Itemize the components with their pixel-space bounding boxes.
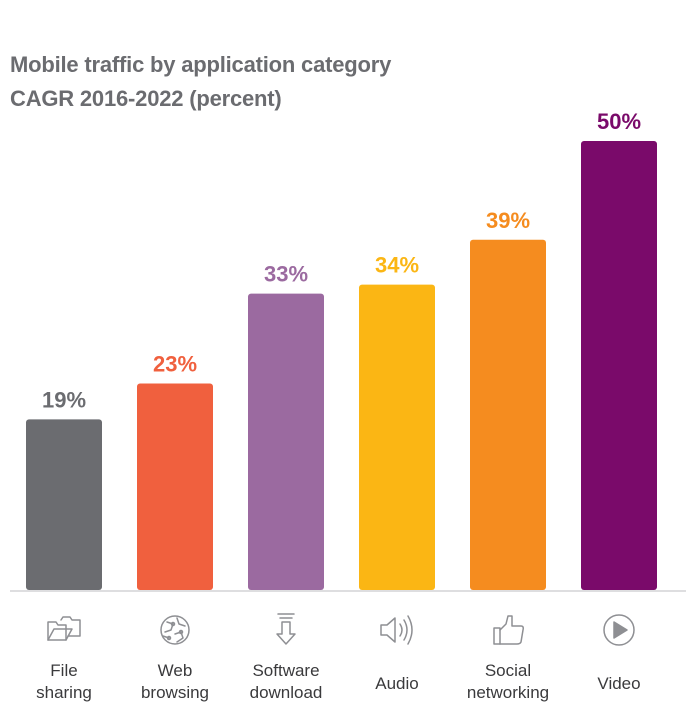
value-label-1: 23% [153,351,197,376]
speaker-icon [380,615,413,645]
download-icon [276,613,296,645]
category-label-4: Social [485,661,531,680]
bar-4 [470,239,546,590]
value-label-0: 19% [42,387,86,412]
value-label-5: 50% [597,109,641,134]
play-icon [603,614,635,646]
category-label-2-line2: download [250,683,323,702]
category-label-5: Video [597,674,640,693]
chart-title-block: Mobile traffic by application category C… [10,48,391,116]
category-label-3: Audio [375,674,418,693]
category-label-2: Software [252,661,319,680]
globe-icon [160,615,190,645]
bar-1 [137,383,213,590]
bar-5 [581,141,657,590]
thumbs-up-icon [493,615,524,645]
bar-2 [248,293,324,590]
bar-0 [26,419,102,590]
chart-subtitle: CAGR 2016-2022 (percent) [10,86,282,111]
value-label-4: 39% [486,208,530,233]
folders-icon [47,616,81,641]
category-label-0: File [50,661,77,680]
chart-title: Mobile traffic by application category [10,52,392,77]
category-label-1-line2: browsing [141,683,209,702]
value-label-3: 34% [375,253,419,278]
category-label-1: Web [158,661,193,680]
bar-3 [359,284,435,590]
category-label-0-line2: sharing [36,683,92,702]
value-label-2: 33% [264,262,308,287]
category-label-4-line2: networking [467,683,549,702]
